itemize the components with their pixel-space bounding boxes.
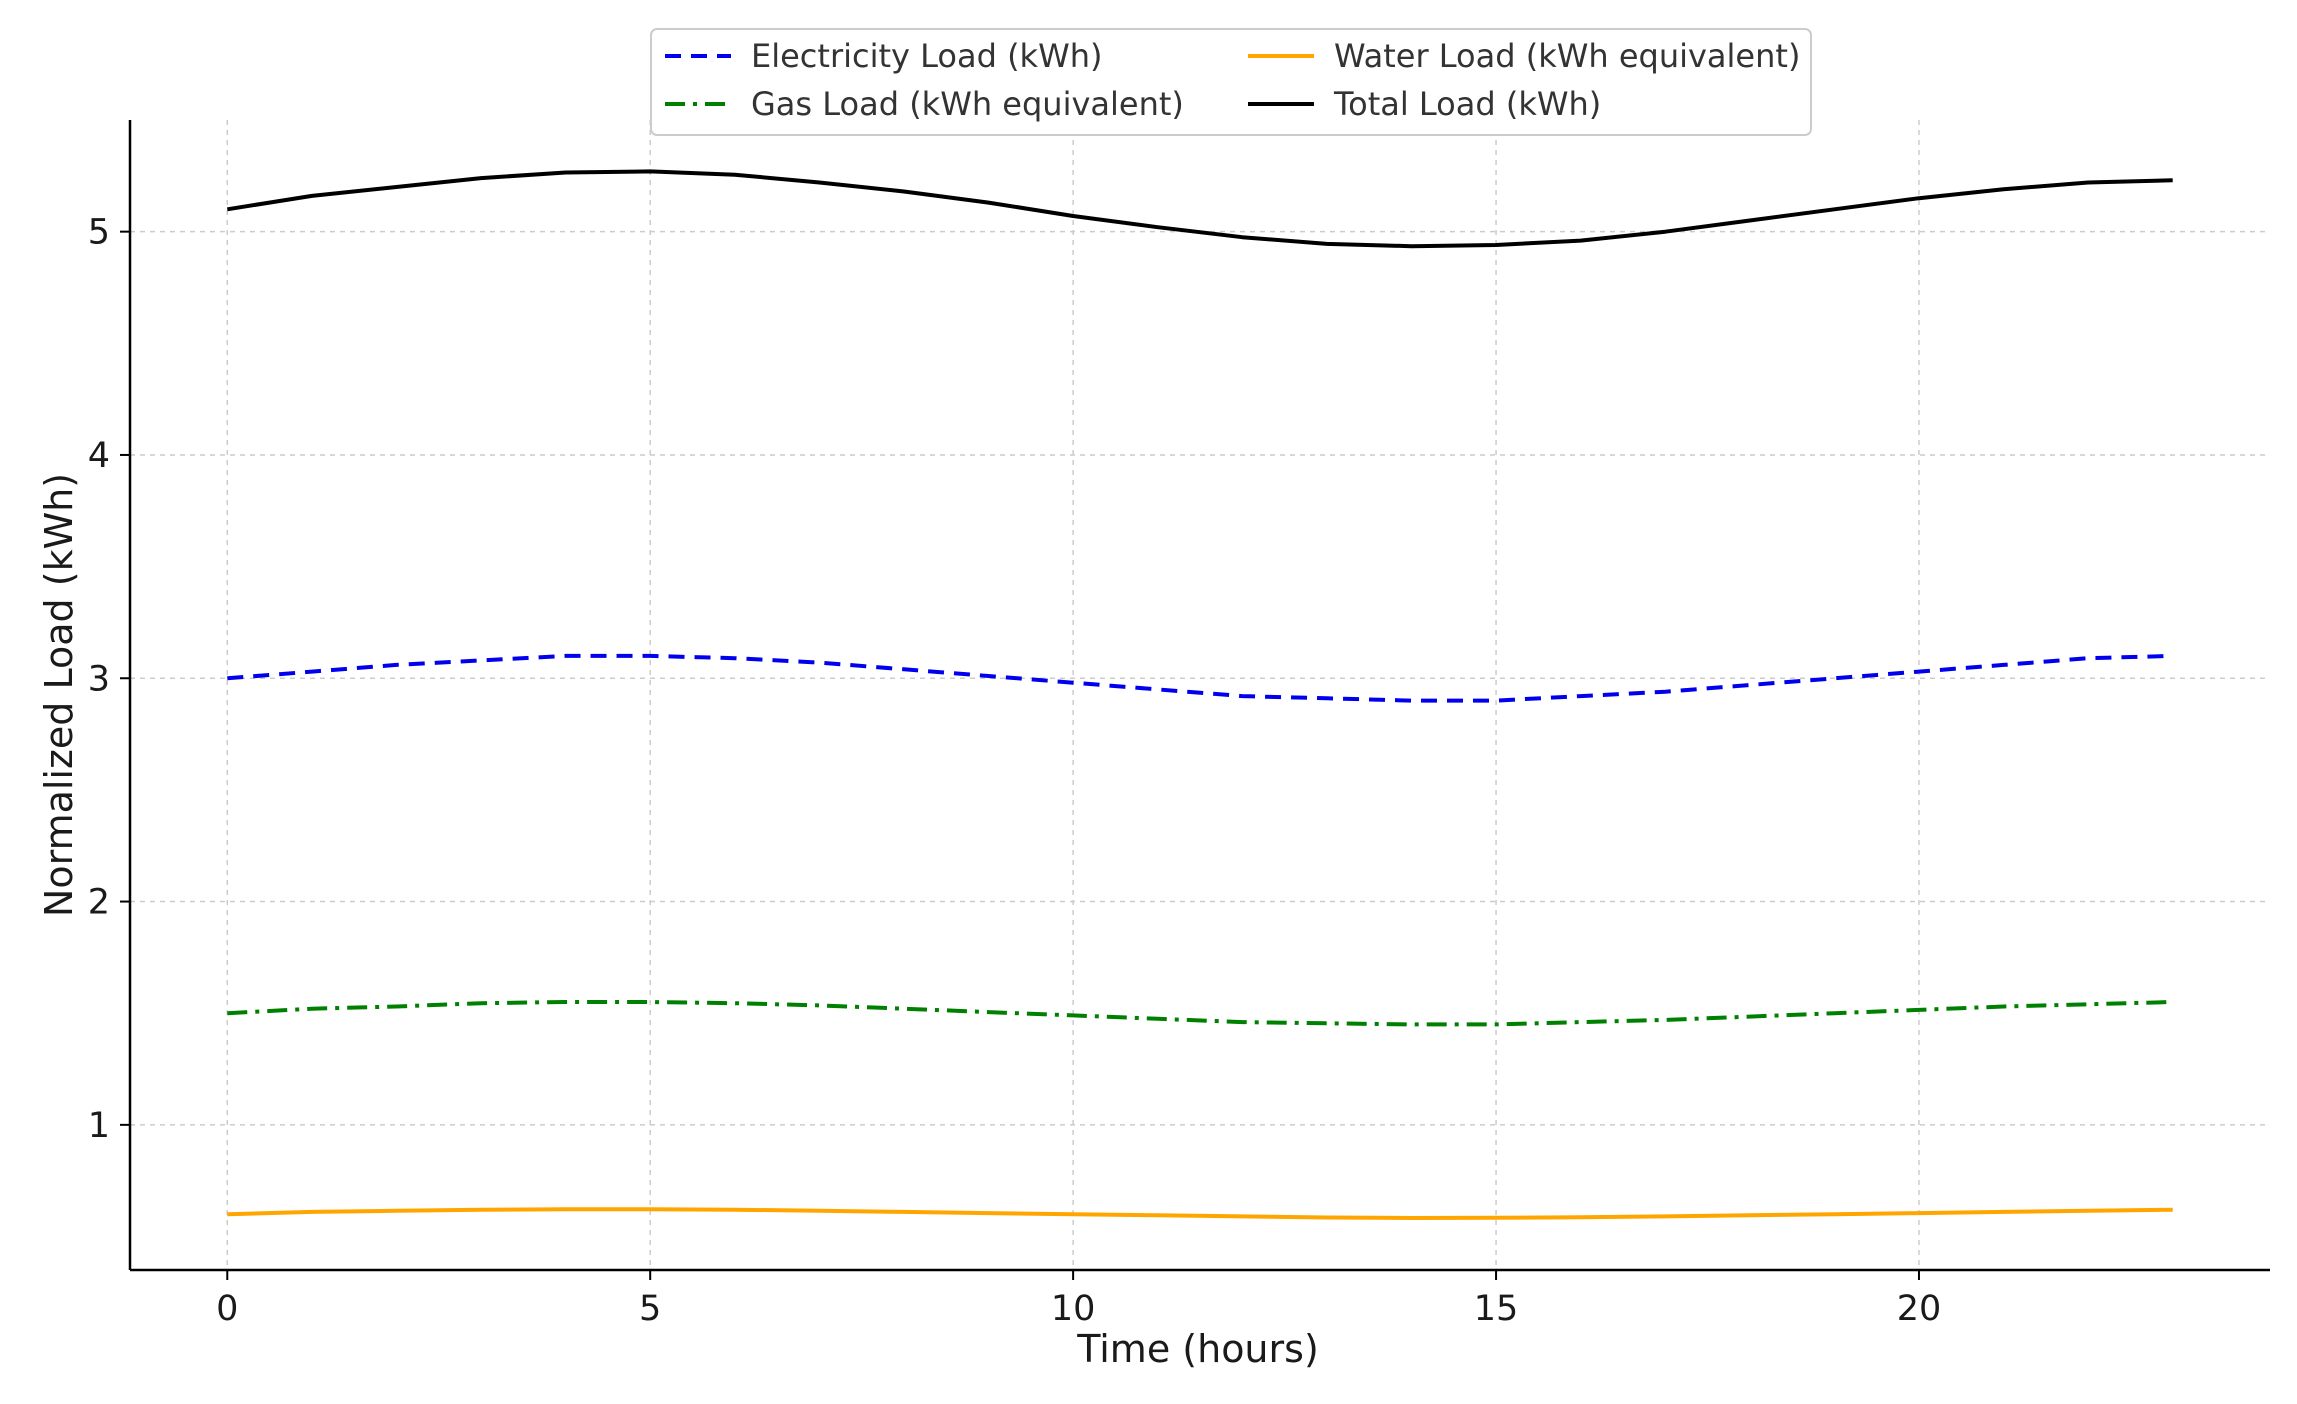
legend-label-1: Electricity Load (kWh) <box>751 37 1102 75</box>
y-tick-label: 1 <box>88 1106 110 1146</box>
series-lines <box>226 169 2173 1220</box>
x-tick-label: 0 <box>216 1289 238 1329</box>
legend-label-3: Gas Load (kWh equivalent) <box>751 85 1184 123</box>
grid-lines <box>130 120 2270 1270</box>
y-axis-label: Normalized Load (kWh) <box>37 473 81 917</box>
x-tick-label: 5 <box>639 1289 661 1329</box>
series-line-4 <box>226 169 2173 249</box>
y-tick-label: 4 <box>88 436 110 476</box>
y-tick-label: 2 <box>88 883 110 923</box>
series-line-2 <box>227 1207 2173 1220</box>
tick-labels: 0 5 10 15 20 1 2 3 4 5 <box>88 213 1942 1329</box>
series-line-1 <box>227 653 2173 703</box>
x-tick-label: 15 <box>1474 1289 1519 1329</box>
x-tick-label: 20 <box>1897 1289 1942 1329</box>
x-axis-label: Time (hours) <box>1076 1327 1319 1371</box>
x-tick-label: 10 <box>1051 1289 1096 1329</box>
y-tick-label: 3 <box>88 659 110 699</box>
legend-label-4: Total Load (kWh) <box>1333 85 1601 123</box>
legend-frame <box>650 28 1812 136</box>
series-line-3 <box>227 1000 2173 1027</box>
legend: Electricity Load (kWh) Water Load (kWh eq… <box>650 28 1812 136</box>
axes <box>128 120 2270 1272</box>
legend-label-2: Water Load (kWh equivalent) <box>1334 37 1800 75</box>
y-tick-label: 5 <box>88 213 110 253</box>
